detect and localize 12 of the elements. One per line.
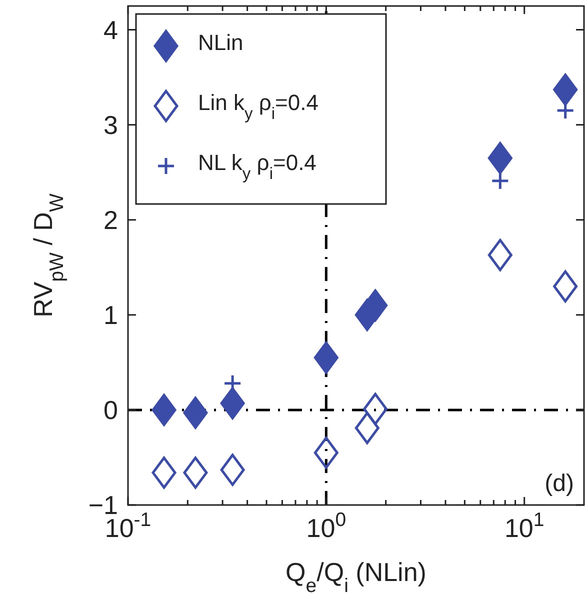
- legend-label: NLin: [198, 30, 244, 55]
- y-tick-label: 2: [104, 204, 118, 235]
- legend-label: NL k$_{y}$ ρ$_{i}$=0.4: [198, 150, 316, 183]
- x-tick-label: 10$^{1}$: [504, 509, 544, 543]
- legend-label: Lin k$_{y}$ ρ$_{i}$=0.4: [198, 90, 318, 123]
- y-tick-label: 0: [104, 394, 118, 425]
- y-tick-label: 3: [104, 110, 118, 140]
- y-tick-label: 1: [104, 300, 118, 330]
- y-tick-label: 4: [104, 14, 118, 45]
- x-tick-label: 10$^{0}$: [306, 509, 346, 543]
- x-axis-title: Q$_{e}$/Q$_{i}$ (NLin): [286, 557, 426, 593]
- annotation: (d): [544, 470, 574, 497]
